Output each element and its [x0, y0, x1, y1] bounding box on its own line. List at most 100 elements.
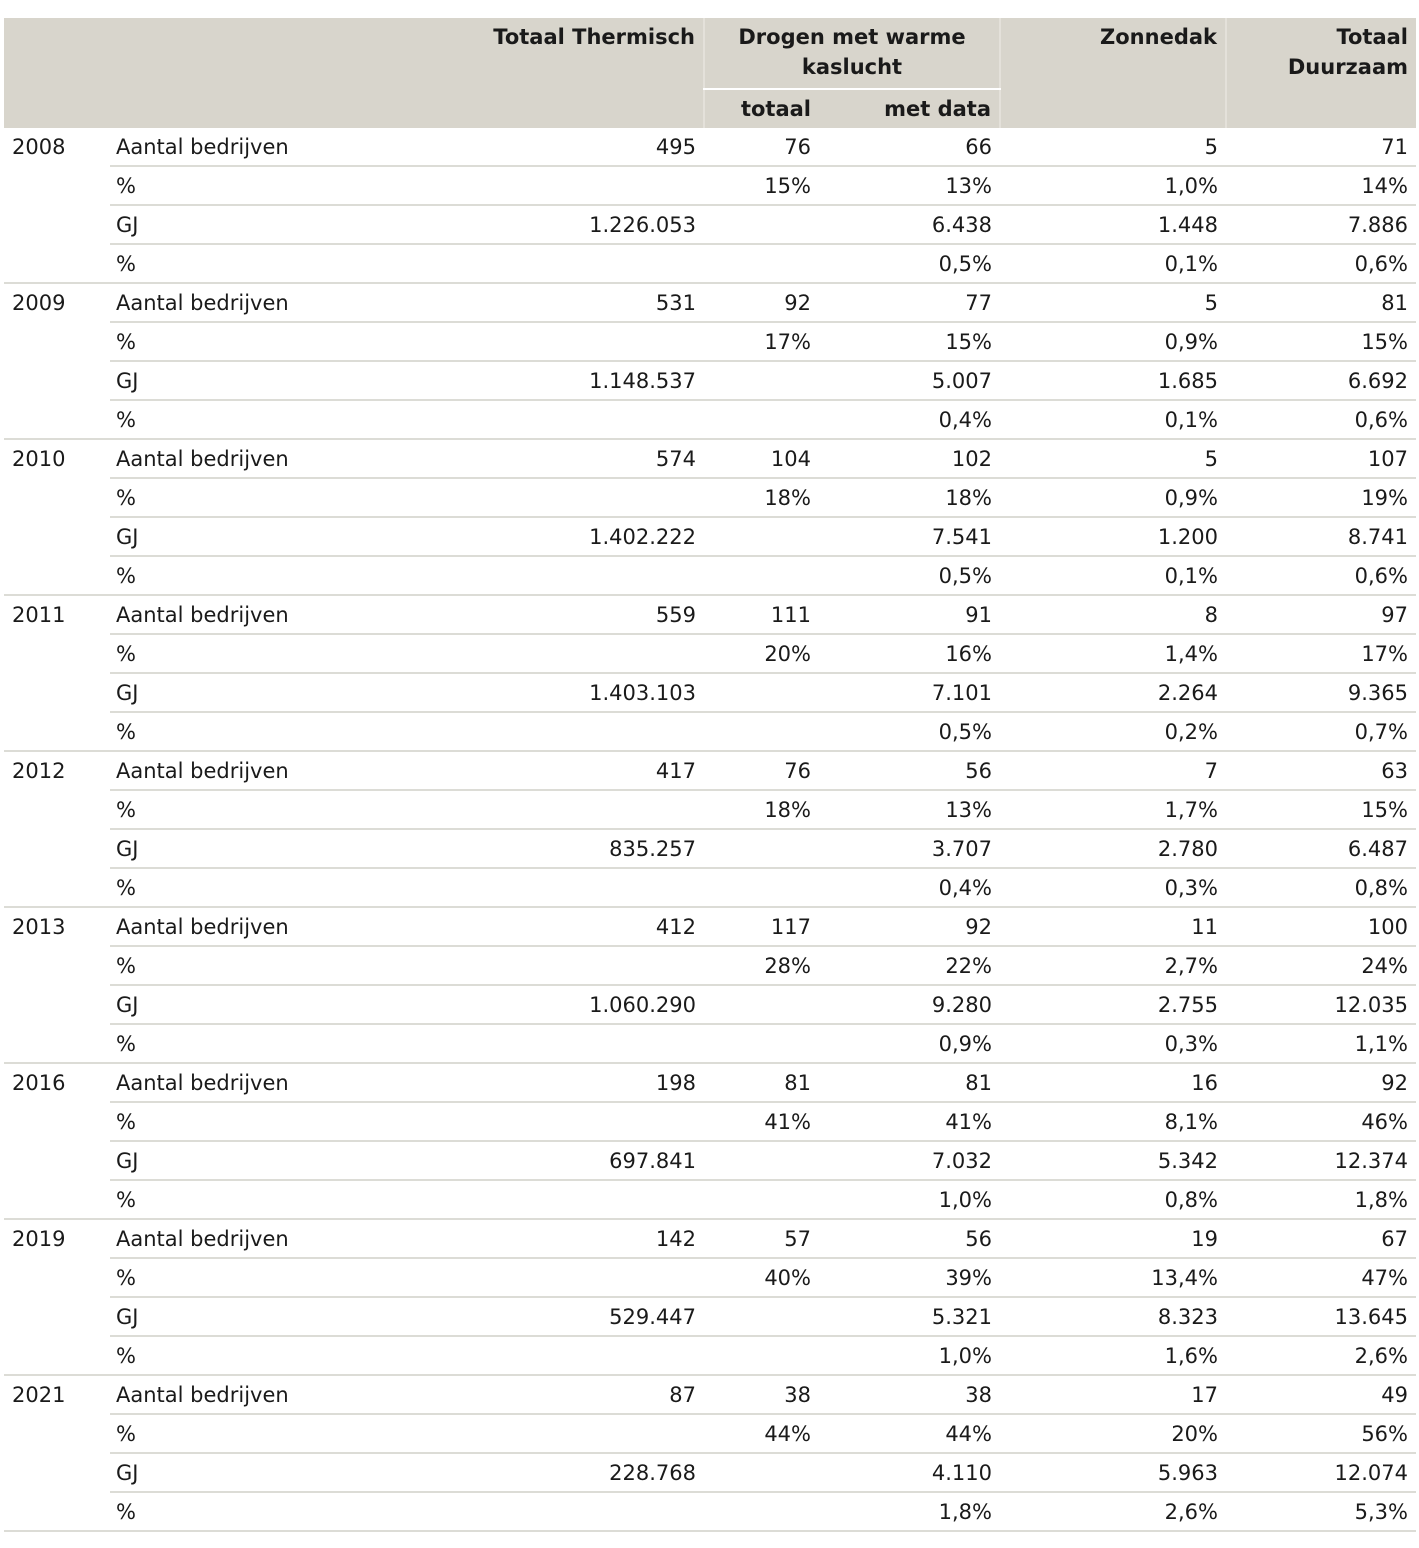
- header-drogen-warme-kaslucht: Drogen met warme kaslucht: [703, 18, 1000, 90]
- row-label: %: [110, 1102, 440, 1142]
- cell-met-data: 81: [819, 1063, 1000, 1103]
- cell-thermisch: 1.148.537: [440, 361, 704, 401]
- cell-duurzaam: 92: [1226, 1063, 1416, 1103]
- cell-zonnedak: 7: [1000, 751, 1226, 791]
- row-label: Aantal bedrijven: [110, 1375, 440, 1415]
- table-row: % 17% 15% 0,9% 15%: [4, 322, 1416, 362]
- cell-zonnedak: 0,1%: [1000, 400, 1226, 440]
- cell-duurzaam: 9.365: [1226, 673, 1416, 713]
- cell-zonnedak: 19: [1000, 1219, 1226, 1259]
- cell-met-data: 13%: [819, 790, 1000, 830]
- cell-totaal: [704, 244, 819, 284]
- cell-thermisch: [440, 478, 704, 518]
- cell-met-data: 56: [819, 751, 1000, 791]
- year-cell: [4, 712, 110, 752]
- cell-met-data: 1,8%: [819, 1492, 1000, 1532]
- subheader-totaal: totaal: [703, 89, 819, 128]
- cell-met-data: 5.007: [819, 361, 1000, 401]
- year-cell: [4, 1492, 110, 1532]
- cell-met-data: 77: [819, 283, 1000, 323]
- cell-zonnedak: 1,6%: [1000, 1336, 1226, 1376]
- cell-zonnedak: 0,8%: [1000, 1180, 1226, 1220]
- cell-totaal: [704, 1453, 819, 1493]
- table-row: % 41% 41% 8,1% 46%: [4, 1102, 1416, 1142]
- table-row: 2019 Aantal bedrijven 142 57 56 19 67: [4, 1219, 1416, 1259]
- cell-totaal: 117: [704, 907, 819, 947]
- cell-thermisch: 697.841: [440, 1141, 704, 1181]
- cell-thermisch: [440, 1492, 704, 1532]
- cell-thermisch: 228.768: [440, 1453, 704, 1493]
- cell-thermisch: 87: [440, 1375, 704, 1415]
- cell-duurzaam: 6.692: [1226, 361, 1416, 401]
- year-cell: [4, 829, 110, 869]
- row-label: GJ: [110, 1297, 440, 1337]
- cell-zonnedak: 5.342: [1000, 1141, 1226, 1181]
- cell-zonnedak: 1.685: [1000, 361, 1226, 401]
- cell-duurzaam: 71: [1226, 128, 1416, 167]
- cell-zonnedak: 5.963: [1000, 1453, 1226, 1493]
- row-label: Aantal bedrijven: [110, 1219, 440, 1259]
- table-row: % 0,9% 0,3% 1,1%: [4, 1024, 1416, 1064]
- cell-totaal: [704, 1141, 819, 1181]
- year-cell: 2019: [4, 1219, 110, 1259]
- table-row: GJ 697.841 7.032 5.342 12.374: [4, 1141, 1416, 1181]
- table-row: % 1,8% 2,6% 5,3%: [4, 1492, 1416, 1532]
- row-label: %: [110, 322, 440, 362]
- cell-totaal: 76: [704, 128, 819, 167]
- table-row: 2021 Aantal bedrijven 87 38 38 17 49: [4, 1375, 1416, 1415]
- table-row: % 40% 39% 13,4% 47%: [4, 1258, 1416, 1298]
- cell-totaal: 20%: [704, 634, 819, 674]
- table-row: GJ 1.226.053 6.438 1.448 7.886: [4, 205, 1416, 245]
- cell-duurzaam: 0,7%: [1226, 712, 1416, 752]
- year-cell: [4, 985, 110, 1025]
- subheader-empty-label: [110, 89, 440, 128]
- cell-zonnedak: 1,4%: [1000, 634, 1226, 674]
- cell-zonnedak: 17: [1000, 1375, 1226, 1415]
- table-row: % 0,5% 0,1% 0,6%: [4, 556, 1416, 596]
- table-row: 2012 Aantal bedrijven 417 76 56 7 63: [4, 751, 1416, 791]
- cell-zonnedak: 0,1%: [1000, 244, 1226, 284]
- year-cell: 2013: [4, 907, 110, 947]
- row-label: GJ: [110, 1141, 440, 1181]
- cell-met-data: 39%: [819, 1258, 1000, 1298]
- cell-zonnedak: 2.780: [1000, 829, 1226, 869]
- year-cell: [4, 790, 110, 830]
- table-row: % 1,0% 0,8% 1,8%: [4, 1180, 1416, 1220]
- row-label: GJ: [110, 829, 440, 869]
- year-cell: [4, 205, 110, 245]
- cell-met-data: 102: [819, 439, 1000, 479]
- year-cell: 2012: [4, 751, 110, 791]
- cell-duurzaam: 12.035: [1226, 985, 1416, 1025]
- year-cell: [4, 1102, 110, 1142]
- row-label: GJ: [110, 985, 440, 1025]
- table-body: 2008 Aantal bedrijven 495 76 66 5 71% 15% 13% 1,0…: [4, 128, 1416, 1532]
- table-row: 2011 Aantal bedrijven 559 111 91 8 97: [4, 595, 1416, 635]
- cell-met-data: 38: [819, 1375, 1000, 1415]
- cell-thermisch: 531: [440, 283, 704, 323]
- cell-duurzaam: 15%: [1226, 790, 1416, 830]
- cell-thermisch: 1.226.053: [440, 205, 704, 245]
- cell-totaal: [704, 205, 819, 245]
- row-label: Aantal bedrijven: [110, 595, 440, 635]
- cell-met-data: 92: [819, 907, 1000, 947]
- year-cell: [4, 517, 110, 557]
- year-cell: 2016: [4, 1063, 110, 1103]
- row-label: %: [110, 1024, 440, 1064]
- cell-thermisch: [440, 868, 704, 908]
- cell-totaal: 38: [704, 1375, 819, 1415]
- cell-duurzaam: 12.074: [1226, 1453, 1416, 1493]
- table-row: % 15% 13% 1,0% 14%: [4, 166, 1416, 206]
- cell-totaal: 18%: [704, 478, 819, 518]
- cell-totaal: [704, 1297, 819, 1337]
- subheader-empty-thermisch: [440, 89, 704, 128]
- cell-duurzaam: 107: [1226, 439, 1416, 479]
- row-label: %: [110, 1258, 440, 1298]
- cell-totaal: 44%: [704, 1414, 819, 1454]
- row-label: %: [110, 868, 440, 908]
- cell-thermisch: [440, 790, 704, 830]
- cell-totaal: 15%: [704, 166, 819, 206]
- cell-thermisch: 142: [440, 1219, 704, 1259]
- cell-duurzaam: 47%: [1226, 1258, 1416, 1298]
- table-row: GJ 228.768 4.110 5.963 12.074: [4, 1453, 1416, 1493]
- table-row: % 0,4% 0,1% 0,6%: [4, 400, 1416, 440]
